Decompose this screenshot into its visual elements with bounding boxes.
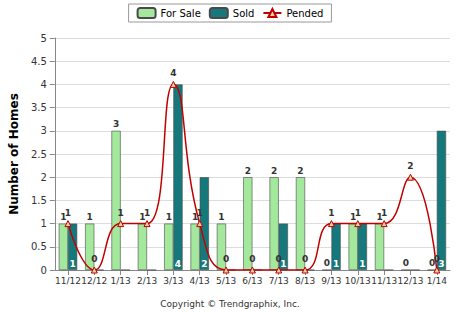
svg-text:3: 3 bbox=[40, 125, 46, 136]
svg-text:For Sale: For Sale bbox=[161, 8, 201, 19]
svg-text:3: 3 bbox=[113, 119, 119, 129]
svg-text:0: 0 bbox=[249, 254, 255, 264]
svg-text:7/13: 7/13 bbox=[269, 276, 289, 286]
svg-text:1: 1 bbox=[40, 218, 46, 229]
svg-text:1: 1 bbox=[359, 259, 365, 269]
svg-text:5/13: 5/13 bbox=[216, 276, 236, 286]
svg-text:1: 1 bbox=[65, 208, 71, 218]
svg-text:1.5: 1.5 bbox=[31, 195, 47, 206]
svg-text:5: 5 bbox=[40, 33, 46, 44]
svg-text:1: 1 bbox=[118, 208, 124, 218]
svg-text:1: 1 bbox=[381, 208, 387, 218]
svg-text:12/13: 12/13 bbox=[398, 276, 424, 286]
svg-text:1: 1 bbox=[192, 212, 199, 223]
svg-text:2: 2 bbox=[297, 166, 303, 176]
svg-text:6/13: 6/13 bbox=[242, 276, 262, 286]
svg-text:0: 0 bbox=[148, 259, 154, 269]
svg-text:1: 1 bbox=[350, 212, 357, 223]
svg-text:1/14: 1/14 bbox=[427, 276, 447, 286]
svg-text:1: 1 bbox=[87, 212, 93, 222]
svg-text:3/13: 3/13 bbox=[163, 276, 183, 286]
svg-text:2: 2 bbox=[407, 161, 413, 171]
svg-text:0: 0 bbox=[434, 254, 440, 264]
svg-text:4: 4 bbox=[40, 79, 46, 90]
svg-text:11/12: 11/12 bbox=[55, 276, 81, 286]
svg-text:0: 0 bbox=[253, 258, 261, 269]
svg-text:12/12: 12/12 bbox=[81, 276, 107, 286]
svg-text:4/13: 4/13 bbox=[190, 276, 210, 286]
svg-text:0: 0 bbox=[91, 254, 97, 264]
svg-text:4: 4 bbox=[175, 259, 181, 269]
svg-text:1: 1 bbox=[355, 208, 361, 218]
svg-text:1: 1 bbox=[376, 212, 383, 223]
svg-text:0: 0 bbox=[276, 254, 282, 264]
svg-text:Copyright © Trendgraphix, Inc.: Copyright © Trendgraphix, Inc. bbox=[160, 299, 299, 309]
svg-text:1: 1 bbox=[60, 212, 67, 223]
svg-text:0: 0 bbox=[306, 258, 313, 269]
svg-text:Pended: Pended bbox=[286, 8, 323, 19]
svg-text:0: 0 bbox=[227, 258, 234, 269]
svg-text:1: 1 bbox=[333, 259, 339, 269]
svg-text:0: 0 bbox=[223, 254, 229, 264]
svg-text:0: 0 bbox=[429, 258, 436, 269]
svg-text:0: 0 bbox=[40, 265, 46, 276]
svg-text:1/13: 1/13 bbox=[111, 276, 131, 286]
svg-text:0: 0 bbox=[403, 258, 409, 268]
svg-text:9/13: 9/13 bbox=[321, 276, 341, 286]
svg-text:10/13: 10/13 bbox=[345, 276, 371, 286]
svg-text:0: 0 bbox=[412, 259, 418, 269]
svg-text:1: 1 bbox=[197, 208, 203, 218]
svg-text:2: 2 bbox=[201, 259, 207, 269]
svg-text:0: 0 bbox=[122, 259, 128, 269]
svg-text:1: 1 bbox=[139, 212, 146, 223]
svg-text:Sold: Sold bbox=[233, 8, 255, 19]
svg-text:8/13: 8/13 bbox=[295, 276, 315, 286]
svg-text:4: 4 bbox=[170, 68, 176, 78]
svg-text:2: 2 bbox=[245, 166, 251, 176]
svg-text:11/13: 11/13 bbox=[371, 276, 397, 286]
svg-text:3.5: 3.5 bbox=[31, 102, 47, 113]
svg-text:0: 0 bbox=[302, 254, 308, 264]
svg-text:1: 1 bbox=[280, 258, 287, 269]
svg-text:1: 1 bbox=[218, 212, 224, 222]
svg-text:4.5: 4.5 bbox=[31, 56, 47, 67]
svg-text:Number of Homes: Number of Homes bbox=[7, 93, 21, 215]
svg-text:1: 1 bbox=[144, 208, 150, 218]
svg-text:0: 0 bbox=[386, 259, 392, 269]
svg-text:2.5: 2.5 bbox=[31, 149, 47, 160]
svg-text:1: 1 bbox=[166, 212, 172, 222]
svg-text:1: 1 bbox=[69, 259, 75, 269]
svg-text:2: 2 bbox=[40, 172, 46, 183]
svg-text:3: 3 bbox=[438, 258, 445, 269]
svg-text:1: 1 bbox=[328, 208, 334, 218]
svg-text:0: 0 bbox=[324, 258, 330, 268]
svg-text:0.5: 0.5 bbox=[31, 241, 47, 252]
svg-text:2: 2 bbox=[271, 166, 277, 176]
svg-text:2/13: 2/13 bbox=[137, 276, 157, 286]
